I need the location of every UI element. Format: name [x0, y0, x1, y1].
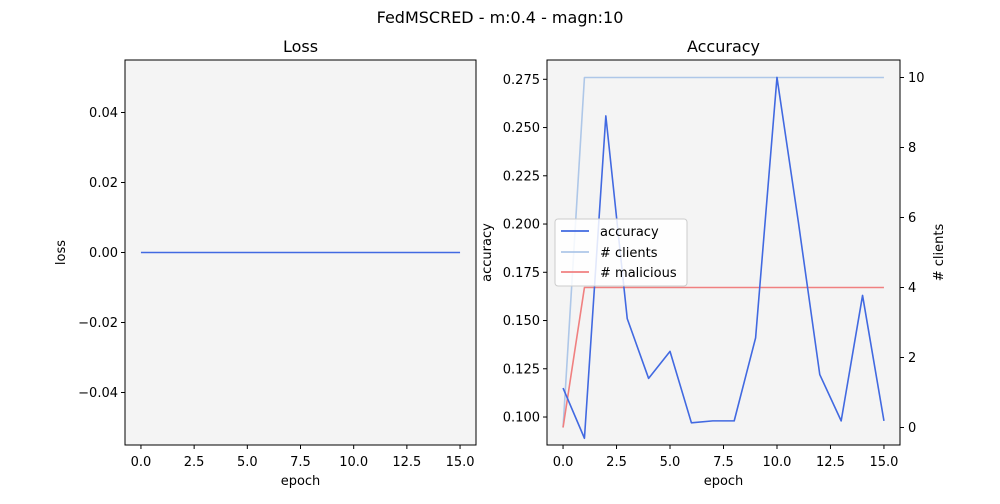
accuracy-ytick-label: 0.200	[503, 218, 540, 233]
accuracy-y2label: # clients	[932, 224, 947, 282]
loss-xtick-label: 2.5	[184, 455, 205, 470]
accuracy-y2tick-label: 6	[908, 211, 916, 226]
accuracy-line-clients	[562, 76, 884, 428]
accuracy-xlabel: epoch	[704, 474, 744, 489]
loss-yticks: −0.04 −0.02 0.00 0.02 0.04	[78, 106, 125, 401]
legend-label-malicious: # malicious	[600, 266, 677, 281]
accuracy-y2tick-label: 10	[908, 71, 925, 86]
loss-title: Loss	[283, 37, 318, 56]
accuracy-ytick-label: 0.100	[503, 411, 540, 426]
loss-xtick-label: 10.0	[339, 455, 368, 470]
accuracy-panel: Accuracy epoch accuracy # clients 0.0 2.5…	[480, 37, 947, 489]
loss-ytick-label: −0.04	[78, 386, 118, 401]
loss-ytick-label: 0.04	[89, 106, 118, 121]
loss-xtick-label: 15.0	[446, 455, 475, 470]
accuracy-yticks: 0.100 0.125 0.150 0.175 0.200 0.225 0.250 0.275	[503, 73, 547, 426]
accuracy-y2tick-label: 2	[908, 351, 916, 366]
loss-xtick-label: 12.5	[392, 455, 421, 470]
accuracy-y2tick-label: 0	[908, 421, 916, 436]
accuracy-title: Accuracy	[687, 37, 760, 56]
accuracy-ytick-label: 0.275	[503, 73, 540, 88]
accuracy-ytick-label: 0.175	[503, 266, 540, 281]
loss-ytick-label: 0.02	[89, 176, 118, 191]
loss-ytick-label: 0.00	[89, 246, 118, 261]
loss-xticks: 0.0 2.5 5.0 7.5 10.0 12.5 15.0	[131, 445, 475, 470]
loss-xtick-label: 7.5	[290, 455, 311, 470]
accuracy-ytick-label: 0.125	[503, 362, 540, 377]
accuracy-line-accuracy	[562, 76, 885, 440]
accuracy-xtick-label: 2.5	[606, 455, 627, 470]
accuracy-xtick-label: 5.0	[660, 455, 681, 470]
figure-suptitle: FedMSCRED - m:0.4 - magn:10	[377, 8, 624, 27]
accuracy-ytick-label: 0.250	[503, 121, 540, 136]
accuracy-legend: accuracy # clients # malicious	[554, 218, 688, 287]
loss-xlabel: epoch	[281, 474, 321, 489]
legend-label-clients: # clients	[600, 246, 658, 261]
legend-label-accuracy: accuracy	[600, 225, 659, 240]
loss-panel: Loss epoch loss 0.0 2.5 5.0 7.5 10.0 12.5 15.0…	[54, 37, 477, 489]
accuracy-xtick-label: 15.0	[869, 455, 898, 470]
accuracy-xtick-label: 10.0	[763, 455, 792, 470]
accuracy-line-malicious	[562, 286, 884, 428]
loss-ytick-label: −0.02	[78, 316, 118, 331]
accuracy-lines	[562, 76, 885, 440]
legend-frame	[554, 218, 688, 287]
accuracy-ytick-label: 0.150	[503, 314, 540, 329]
accuracy-xtick-label: 12.5	[816, 455, 845, 470]
loss-xtick-label: 5.0	[237, 455, 258, 470]
accuracy-ylabel: accuracy	[480, 223, 495, 282]
accuracy-xtick-label: 0.0	[553, 455, 574, 470]
accuracy-y2tick-label: 8	[908, 141, 916, 156]
loss-ylabel: loss	[54, 240, 69, 265]
accuracy-y2tick-label: 4	[908, 281, 916, 296]
accuracy-ytick-label: 0.225	[503, 169, 540, 184]
accuracy-xticks: 0.0 2.5 5.0 7.5 10.0 12.5 15.0	[553, 445, 898, 470]
accuracy-xtick-label: 7.5	[713, 455, 734, 470]
loss-xtick-label: 0.0	[131, 455, 152, 470]
accuracy-y2ticks: 0 2 4 6 8 10	[900, 71, 925, 436]
